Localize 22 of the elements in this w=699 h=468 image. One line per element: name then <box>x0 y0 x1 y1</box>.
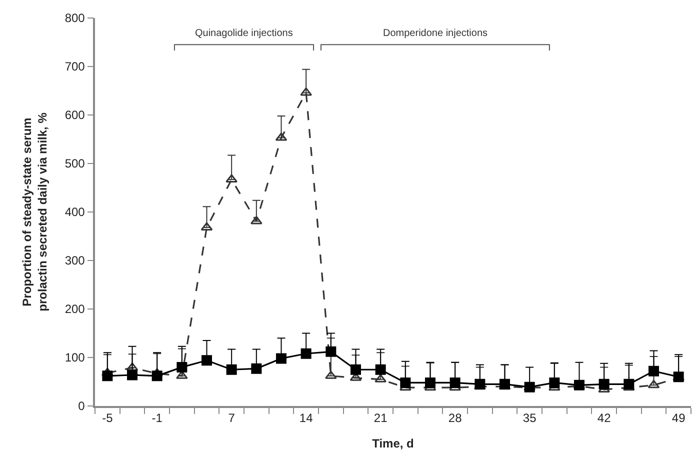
x-tick-label: 35 <box>522 411 537 426</box>
y-tick-label: 700 <box>64 60 86 74</box>
x-tick-label: 28 <box>448 411 462 426</box>
x-tick-label: -5 <box>102 411 114 426</box>
y-tick-label: 500 <box>64 156 86 171</box>
x-tick-label: 49 <box>672 411 686 426</box>
y-tick-label: 0 <box>78 399 86 414</box>
y-tick-label: 100 <box>64 350 86 365</box>
annotation: Domperidone injections <box>383 28 488 39</box>
x-tick-label: 7 <box>228 411 236 426</box>
x-tick-label: 42 <box>597 411 612 426</box>
y-tick-label: 800 <box>64 11 86 26</box>
y-tick-label: 300 <box>64 254 86 268</box>
y-tick-label: 200 <box>64 302 86 316</box>
x-tick-label: -1 <box>152 411 163 426</box>
y-tick-label: 400 <box>64 205 86 220</box>
x-tick-label: 14 <box>299 411 314 426</box>
x-axis-title: Time, d <box>372 436 414 451</box>
annotation: Quinagolide injections <box>195 28 293 39</box>
y-tick-label: 600 <box>64 108 86 122</box>
x-tick-label: 21 <box>374 411 388 426</box>
y-axis-title: Proportion of steady-state serum prolactin secreted daily via milk, % <box>20 112 50 312</box>
